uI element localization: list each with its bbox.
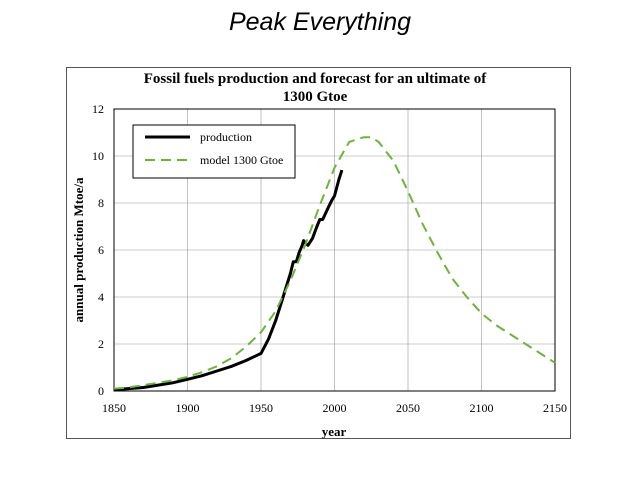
legend-box [132,124,296,179]
y-tick-labels: 0 2 4 6 8 10 12 [92,102,104,398]
series-line-production [113,169,344,392]
y-tick-label-6: 6 [98,243,104,257]
y-tick-label-12: 12 [92,102,104,116]
y-axis-label: annual production Mtoe/a [71,177,86,322]
series-layer [113,136,556,392]
legend: production model 1300 Gtoe [132,124,296,179]
y-tick-label-4: 4 [98,290,104,304]
x-tick-label-2100: 2100 [470,401,494,415]
x-axis-label: year [322,424,347,439]
y-tick-label-8: 8 [98,196,104,210]
chart-subtitle: 1300 Gtoe [283,89,348,105]
x-tick-label-2050: 2050 [396,401,420,415]
x-tick-label-2150: 2150 [543,401,567,415]
y-tick-label-0: 0 [98,384,104,398]
legend-label-production: production [200,130,252,144]
x-tick-label-1850: 1850 [102,401,126,415]
x-tick-label-1950: 1950 [249,401,273,415]
plot-area [113,108,556,392]
slide-title: Peak Everything [228,8,412,36]
series-line-model [113,136,556,390]
x-tick-labels: 1850 1900 1950 2000 2050 2100 2150 [102,401,567,415]
chart-title: Fossil fuels production and forecast for… [144,71,488,87]
y-tick-label-2: 2 [98,337,104,351]
legend-label-model: model 1300 Gtoe [200,153,283,167]
y-tick-label-10: 10 [92,149,104,163]
x-tick-label-2000: 2000 [323,401,347,415]
x-tick-label-1900: 1900 [176,401,200,415]
